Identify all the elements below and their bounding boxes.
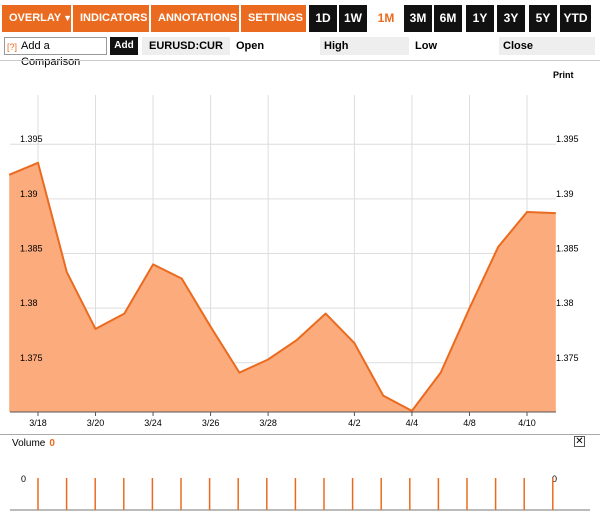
x-tick-label: 3/28 bbox=[259, 418, 277, 428]
quote-bar: [?] Add a Comparison Add EURUSD:CUR Open… bbox=[0, 34, 600, 68]
chart-axes: 1.375 1.375 1.38 1.38 1.385 1.385 1.39 1.39 1.39… bbox=[10, 134, 579, 428]
high-field: High bbox=[320, 37, 409, 55]
y-tick-label-right: 1.38 bbox=[556, 298, 574, 308]
chart-toolbar: OVERLAY▼ INDICATORS ▼ ANNOTATIONS▼ SETTIN… bbox=[0, 0, 600, 33]
range-6m-button[interactable]: 6M bbox=[434, 5, 462, 32]
x-tick-label: 4/4 bbox=[406, 418, 419, 428]
x-tick-label: 4/10 bbox=[518, 418, 536, 428]
x-tick-label: 4/8 bbox=[463, 418, 476, 428]
range-1m-button[interactable]: 1M bbox=[372, 5, 400, 32]
help-icon: [?] bbox=[7, 42, 18, 52]
range-5y-button[interactable]: 5Y bbox=[529, 5, 557, 32]
y-tick-label-left: 1.39 bbox=[20, 189, 38, 199]
range-1d-button[interactable]: 1D bbox=[309, 5, 337, 32]
y-tick-label-right: 1.385 bbox=[556, 244, 579, 254]
volume-y-tick-left: 0 bbox=[21, 474, 26, 484]
volume-label: Volume bbox=[12, 438, 46, 449]
price-series bbox=[8, 161, 556, 412]
volume-y-tick-right: 0 bbox=[552, 474, 557, 484]
add-comparison-input[interactable]: [?] Add a Comparison bbox=[4, 37, 107, 68]
y-tick-label-left: 1.395 bbox=[20, 134, 43, 144]
divider bbox=[0, 60, 600, 61]
volume-header: Volume 0 bbox=[0, 434, 600, 452]
volume-value: 0 bbox=[49, 438, 55, 449]
range-1w-button[interactable]: 1W bbox=[339, 5, 367, 32]
x-tick-label: 3/26 bbox=[202, 418, 220, 428]
x-tick-label: 3/24 bbox=[144, 418, 162, 428]
range-ytd-button[interactable]: YTD bbox=[560, 5, 591, 32]
annotations-menu-label: ANNOTATIONS bbox=[158, 12, 238, 24]
price-area bbox=[9, 162, 556, 412]
x-tick-label: 3/20 bbox=[87, 418, 105, 428]
y-tick-label-right: 1.39 bbox=[556, 189, 574, 199]
print-link[interactable]: Print bbox=[553, 70, 574, 80]
overlay-menu-label: OVERLAY bbox=[9, 12, 62, 24]
x-tick-label: 4/2 bbox=[348, 418, 361, 428]
price-chart: 1.375 1.375 1.38 1.38 1.385 1.385 1.39 1.39 1.39… bbox=[8, 95, 579, 428]
y-tick-label-right: 1.375 bbox=[556, 353, 579, 363]
y-tick-label-left: 1.375 bbox=[20, 353, 43, 363]
range-1y-button[interactable]: 1Y bbox=[466, 5, 494, 32]
range-3m-button[interactable]: 3M bbox=[404, 5, 432, 32]
indicators-menu-label: INDICATORS bbox=[80, 12, 148, 24]
y-tick-label-right: 1.395 bbox=[556, 134, 579, 144]
annotations-menu[interactable]: ANNOTATIONS▼ bbox=[151, 5, 248, 32]
y-tick-label-left: 1.38 bbox=[20, 298, 38, 308]
close-volume-icon[interactable]: ✕ bbox=[574, 436, 585, 447]
price-line bbox=[8, 161, 556, 412]
chevron-down-icon: ▼ bbox=[63, 13, 73, 23]
y-tick-label-left: 1.385 bbox=[20, 244, 43, 254]
x-tick-label: 3/18 bbox=[29, 418, 47, 428]
add-button[interactable]: Add bbox=[110, 37, 138, 55]
settings-menu-label: SETTINGS bbox=[248, 12, 304, 24]
add-comparison-label: Add a Comparison bbox=[21, 40, 81, 68]
open-field: Open bbox=[232, 37, 320, 55]
overlay-menu[interactable]: OVERLAY ▼ bbox=[2, 5, 73, 32]
close-field: Close bbox=[499, 37, 595, 55]
range-3y-button[interactable]: 3Y bbox=[497, 5, 525, 32]
symbol-label: EURUSD:CUR bbox=[142, 37, 230, 55]
low-field: Low bbox=[411, 37, 499, 55]
